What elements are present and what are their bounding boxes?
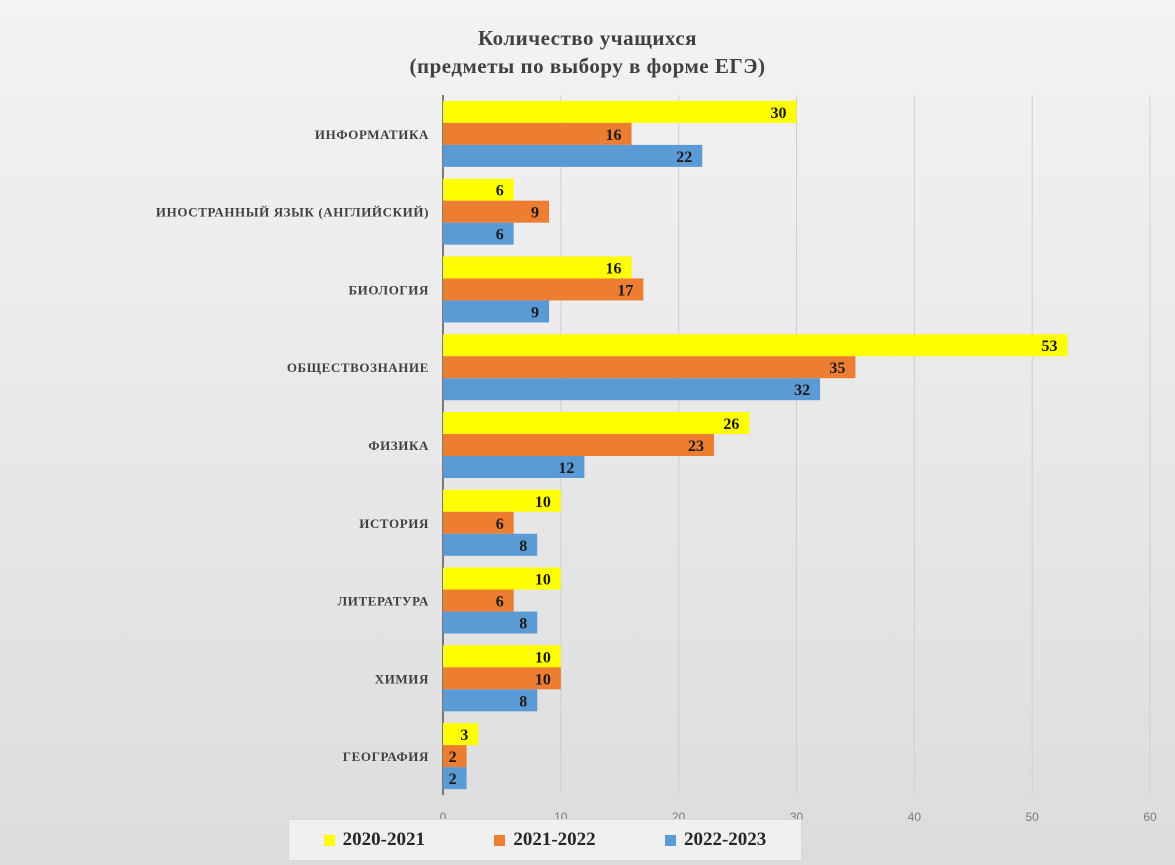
- data-label: 6: [496, 183, 504, 200]
- category-label: ЛИТЕРАТУРА: [337, 594, 429, 609]
- legend: 2020-2021 2021-2022 2022-2023: [288, 819, 802, 861]
- data-label: 10: [535, 671, 551, 688]
- data-label: 10: [535, 572, 551, 589]
- data-label: 10: [535, 649, 551, 666]
- data-label: 30: [771, 105, 787, 122]
- data-label: 6: [496, 227, 504, 244]
- bar: [443, 533, 538, 556]
- bar: [443, 144, 703, 167]
- bar: [443, 200, 550, 223]
- bar: [443, 667, 561, 690]
- bar: [443, 511, 514, 534]
- bar: [443, 412, 750, 434]
- bar: [443, 256, 632, 279]
- category-label: БИОЛОГИЯ: [348, 282, 429, 297]
- data-label: 8: [519, 616, 527, 633]
- chart-title: Количество учащихся: [477, 26, 698, 50]
- data-label: 8: [519, 693, 527, 710]
- bar: [443, 611, 538, 634]
- legend-label-2022-2023: 2022-2023: [683, 829, 767, 850]
- bar: [443, 378, 821, 401]
- legend-swatch-2021-2022: [494, 834, 506, 846]
- data-label: 23: [688, 438, 704, 455]
- data-label: 6: [496, 516, 504, 533]
- data-label: 2: [449, 771, 457, 788]
- legend-item-2022-2023: 2022-2023: [664, 829, 767, 851]
- bar: [443, 334, 1068, 357]
- legend-swatch-2022-2023: [664, 834, 676, 846]
- legend-item-2021-2022: 2021-2022: [494, 829, 596, 851]
- legend-label-2021-2022: 2021-2022: [513, 829, 596, 850]
- bar: [443, 689, 538, 712]
- data-label: 12: [558, 460, 574, 477]
- data-label: 10: [535, 494, 551, 511]
- data-label: 9: [531, 304, 539, 321]
- bar: [443, 723, 479, 746]
- data-label: 16: [606, 127, 622, 144]
- data-label: 2: [449, 749, 457, 766]
- legend-label-2020-2021: 2020-2021: [342, 829, 425, 850]
- data-label: 6: [496, 594, 504, 611]
- bar: [443, 589, 514, 612]
- x-tick-label: 0: [440, 810, 447, 824]
- bar: [443, 356, 856, 379]
- legend-item-2020-2021: 2020-2021: [323, 829, 425, 851]
- category-label: ГЕОГРАФИЯ: [343, 749, 429, 764]
- data-label: 32: [794, 382, 810, 399]
- bar: [443, 278, 644, 301]
- x-tick-label: 40: [908, 810, 922, 824]
- category-label: ОБЩЕСТВОЗНАНИЕ: [287, 360, 429, 375]
- bar: [443, 745, 467, 768]
- chart-subtitle: (предметы по выбору в форме ЕГЭ): [409, 54, 766, 78]
- data-label: 35: [829, 360, 845, 377]
- category-label: ИНОСТРАННЫЙ ЯЗЫК (АНГЛИЙСКИЙ): [156, 205, 429, 220]
- bar: [443, 434, 715, 456]
- data-label: 26: [723, 416, 739, 433]
- bar: [443, 222, 514, 245]
- data-label: 9: [531, 205, 539, 222]
- bar: [443, 567, 561, 590]
- data-label: 8: [519, 538, 527, 555]
- bar: [443, 300, 550, 323]
- data-label: 53: [1042, 338, 1058, 355]
- bar: [443, 100, 797, 123]
- x-tick-label: 60: [1143, 810, 1157, 824]
- bar: [443, 489, 561, 512]
- data-label: 17: [617, 282, 633, 299]
- bar: [443, 645, 561, 668]
- bar: [443, 767, 467, 790]
- category-label: ИСТОРИЯ: [359, 516, 429, 531]
- x-tick-label: 50: [1025, 810, 1039, 824]
- category-label: ФИЗИКА: [368, 438, 429, 453]
- legend-swatch-2020-2021: [323, 834, 335, 846]
- category-label: ХИМИЯ: [375, 671, 429, 686]
- data-label: 16: [606, 260, 622, 277]
- data-label: 3: [460, 727, 468, 744]
- data-label: 22: [676, 149, 692, 166]
- bar: [443, 122, 632, 145]
- bar: [443, 456, 585, 478]
- bar: [443, 178, 514, 201]
- category-label: ИНФОРМАТИКА: [315, 127, 429, 142]
